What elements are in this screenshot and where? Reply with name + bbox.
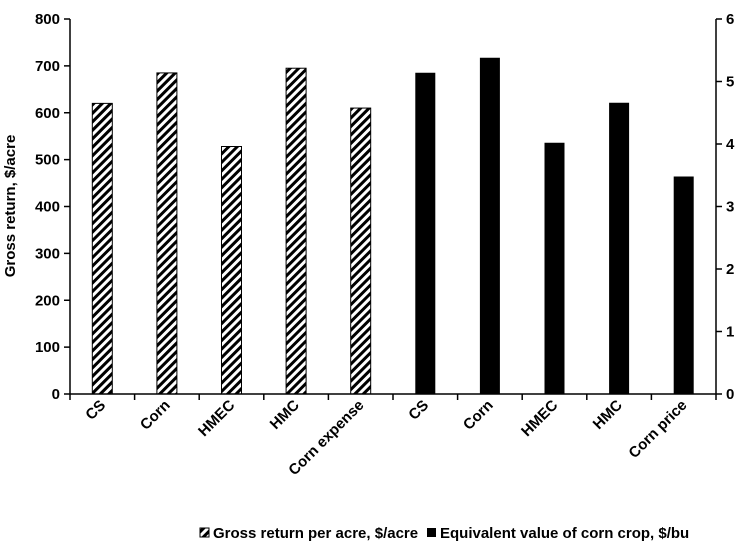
x-category-label: HMEC bbox=[518, 397, 561, 440]
x-category-label: CS bbox=[82, 397, 109, 424]
left-tick-label: 400 bbox=[35, 199, 60, 216]
y-axis-title: Gross return, $/acre bbox=[2, 135, 19, 278]
legend: Gross return per acre, $/acre Equivalent… bbox=[199, 525, 689, 542]
bars-group bbox=[91, 57, 694, 395]
legend-item-gross-return: Gross return per acre, $/acre bbox=[199, 525, 418, 542]
legend-item-equivalent-value: Equivalent value of corn crop, $/bu bbox=[427, 525, 689, 542]
right-tick-label: 2 bbox=[726, 261, 734, 278]
left-tick-label: 800 bbox=[35, 11, 60, 28]
x-category-label: HMC bbox=[590, 397, 626, 433]
bar-gross-return bbox=[285, 67, 307, 395]
right-tick-label: 4 bbox=[726, 136, 735, 153]
right-y-ticks: 0 1 2 3 4 5 6 bbox=[716, 11, 735, 403]
right-tick-label: 3 bbox=[726, 199, 734, 216]
x-category-label: CS bbox=[405, 397, 432, 424]
left-tick-label: 700 bbox=[35, 58, 60, 75]
x-category-label: HMC bbox=[267, 397, 303, 433]
legend-label-gross-return: Gross return per acre, $/acre bbox=[213, 525, 418, 542]
bar-equivalent-value bbox=[609, 102, 630, 394]
right-tick-label: 6 bbox=[726, 11, 734, 28]
legend-swatch-solid bbox=[427, 528, 436, 537]
legend-label-equivalent-value: Equivalent value of corn crop, $/bu bbox=[440, 525, 689, 542]
bar-equivalent-value bbox=[415, 72, 436, 394]
bar-equivalent-value bbox=[479, 57, 500, 394]
bar-equivalent-value bbox=[544, 142, 565, 394]
bar-gross-return bbox=[221, 146, 242, 395]
right-tick-label: 5 bbox=[726, 74, 734, 91]
left-y-ticks: 0 100 200 300 400 500 600 700 800 bbox=[35, 11, 717, 403]
left-tick-label: 500 bbox=[35, 152, 60, 169]
bar-equivalent-value bbox=[673, 176, 694, 394]
x-category-label: Corn price bbox=[625, 397, 690, 462]
legend-swatch-hatched bbox=[199, 527, 210, 538]
left-tick-label: 600 bbox=[35, 105, 60, 122]
bar-gross-return bbox=[156, 72, 178, 395]
bar-gross-return bbox=[91, 102, 113, 395]
bar-gross-return bbox=[350, 107, 372, 395]
right-tick-label: 1 bbox=[726, 324, 734, 341]
x-category-label: Corn bbox=[460, 397, 497, 434]
x-category-label: HMEC bbox=[195, 397, 238, 440]
x-category-label: Corn bbox=[137, 397, 174, 434]
left-tick-label: 0 bbox=[52, 386, 60, 403]
left-tick-label: 300 bbox=[35, 245, 60, 262]
left-tick-label: 200 bbox=[35, 292, 60, 309]
left-tick-label: 100 bbox=[35, 339, 60, 356]
right-tick-label: 0 bbox=[726, 386, 734, 403]
